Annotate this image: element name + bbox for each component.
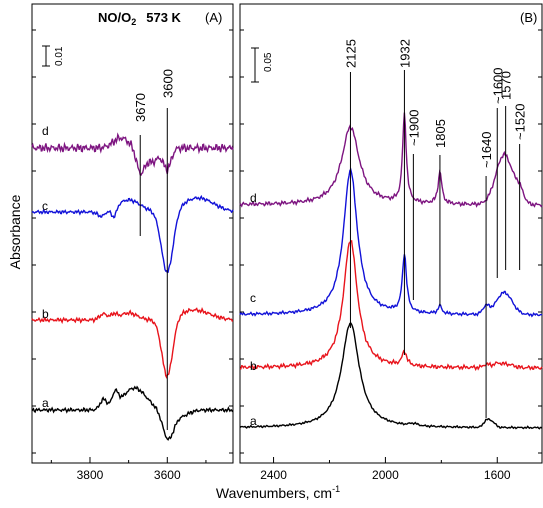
panel-b-x-tick-label-2000: 2000 [372, 468, 399, 482]
panel-a-series-c [31, 194, 234, 274]
panel-b-marker-label-1900: ~1900 [406, 109, 421, 146]
panel-b-series-a [239, 322, 543, 430]
panel-a-series-label-c: c [42, 199, 48, 213]
panel-b-series-c [239, 167, 543, 318]
panel-b-series-label-a: a [250, 414, 257, 428]
panel-a-series-label-a: a [42, 396, 49, 410]
panel-a-marker-label-3670: 3670 [133, 93, 148, 122]
x-axis-label: Wavenumbers, cm-1 [216, 484, 340, 501]
panel-a-series-label-d: d [42, 124, 49, 138]
panel-b-x-tick-label-1600: 1600 [484, 468, 511, 482]
panel-b-marker-label-1520: ~1520 [513, 103, 528, 140]
panel-b-series-label-d: d [250, 191, 257, 205]
panel-b-x-tick-label-2400: 2400 [260, 468, 287, 482]
panel-a-frame [31, 3, 234, 464]
panel-b-series-b [239, 240, 543, 372]
panel-b-marker-label-1570: 1570 [499, 71, 514, 100]
panel-b-scale-label: 0.05 [263, 52, 274, 72]
y-axis-label: Absorbance [7, 194, 23, 269]
panel-b-marker-label-1600: ~1600 [490, 67, 505, 104]
panel-a-series-a [31, 385, 234, 441]
panel-a-scale-label: 0.01 [54, 46, 65, 66]
panel-a-series-label-b: b [42, 307, 49, 321]
panel-a-x-tick-label-3600: 3600 [154, 468, 181, 482]
panel-a-title: NO/O2 573 K [98, 10, 182, 27]
panel-a-scale-bar [42, 45, 50, 67]
panel-b-series-d [239, 112, 543, 208]
panel-b-marker-label-2125: 2125 [343, 39, 358, 68]
panel-b-marker-label-1640: ~1640 [479, 131, 494, 168]
panel-b-label-visible: (B) [520, 10, 537, 25]
panel-b-scale-bar [251, 47, 259, 83]
panel-a-series-d [31, 132, 234, 177]
panel-a-label: (A) [205, 10, 222, 25]
panel-b-series-label-c: c [250, 291, 256, 305]
panel-b-series-label-b: b [250, 359, 257, 373]
panel-a-marker-label-3600: 3600 [160, 69, 175, 98]
panel-b-marker-label-1805: 1805 [433, 119, 448, 148]
panel-a-series-b [31, 307, 234, 379]
panel-b-frame [239, 3, 543, 464]
panel-a-plot: a b c d 3670 3600 3800 3600 [31, 29, 234, 482]
panel-a-x-tick-label-3800: 3800 [77, 468, 104, 482]
panel-b-marker-label-1932: 1932 [397, 39, 412, 68]
